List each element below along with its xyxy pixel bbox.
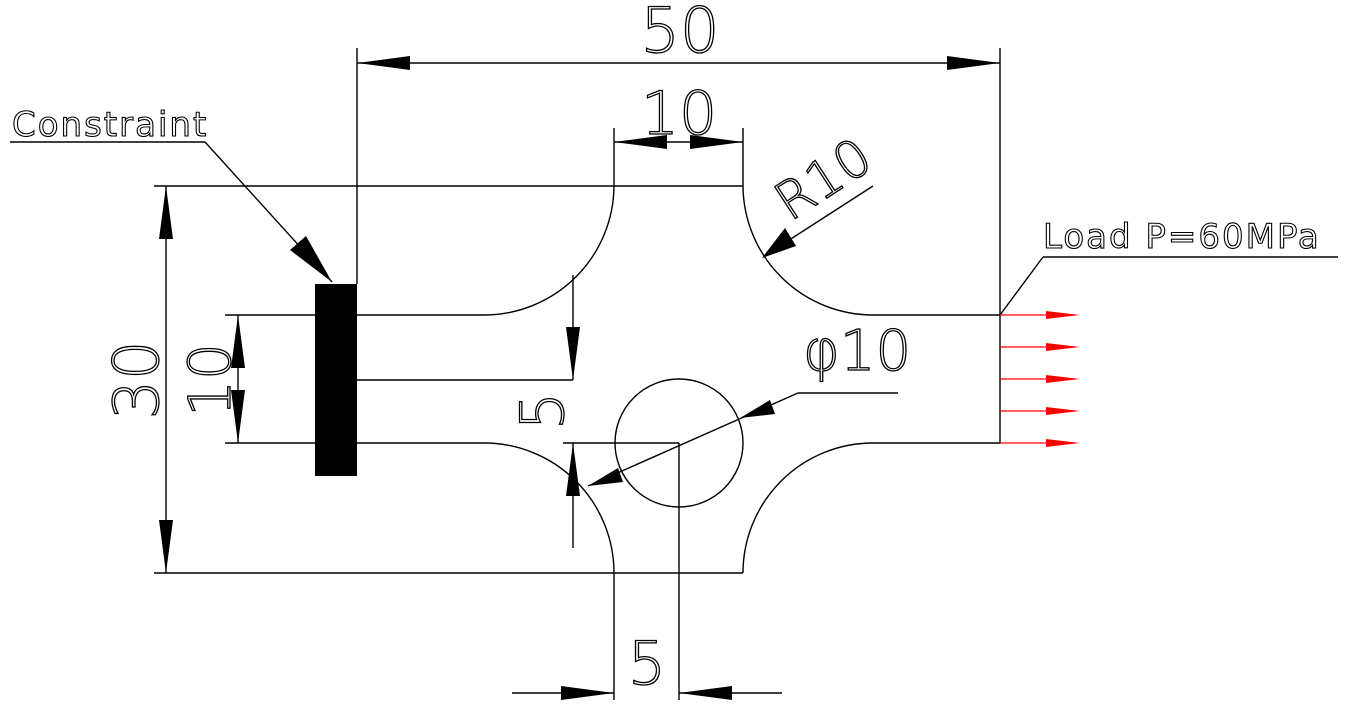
dim-5-horizontal-text: 5 xyxy=(628,629,666,699)
load-arrows xyxy=(1000,311,1080,447)
dim-30-text: 30 xyxy=(100,341,173,420)
dimension-neck-width: 10 xyxy=(614,78,743,150)
dimension-hole-diameter: φ10 xyxy=(587,318,912,487)
load-arrow xyxy=(1000,407,1080,415)
load-arrow xyxy=(1000,375,1080,383)
dim-10-top-text: 10 xyxy=(641,79,717,149)
dim-50-text: 50 xyxy=(641,0,720,67)
dim-phi10-text: φ10 xyxy=(803,319,911,384)
dimension-overall-height: 30 xyxy=(99,186,174,573)
constraint-label: Constraint xyxy=(12,105,208,145)
load-arrow xyxy=(1000,311,1080,319)
load-label: Load P=60MPa xyxy=(1043,217,1321,257)
load-callout: Load P=60MPa xyxy=(999,216,1338,316)
dimension-overall-length: 50 xyxy=(357,0,1000,70)
dimension-fillet-radius: R10 xyxy=(762,126,884,258)
dimension-arm-height: 10 xyxy=(175,315,245,443)
extension-lines xyxy=(154,48,1001,700)
dimension-hole-offset-vertical: 5 xyxy=(507,275,580,548)
load-arrow xyxy=(1000,439,1080,447)
dim-10-left-text: 10 xyxy=(176,343,244,417)
dim-5-vertical-text: 5 xyxy=(508,392,578,430)
constraint-block xyxy=(315,284,357,476)
dimension-hole-offset-horizontal: 5 xyxy=(512,628,782,700)
constraint-callout: Constraint xyxy=(10,104,333,283)
load-arrow xyxy=(1000,343,1080,351)
